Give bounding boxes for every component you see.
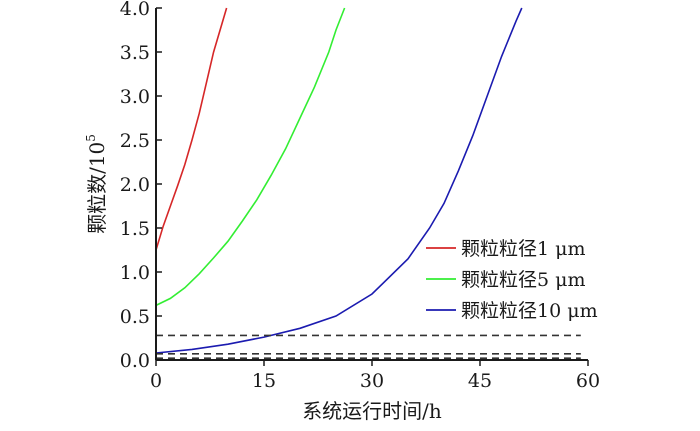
legend-label: 颗粒粒径5 μm bbox=[461, 269, 586, 291]
y-tick-label: 1.5 bbox=[120, 218, 150, 240]
y-axis-title-exponent: 5 bbox=[84, 134, 98, 142]
y-tick-label: 3.0 bbox=[120, 86, 150, 108]
series-line-1 bbox=[155, 7, 346, 307]
y-tick-label: 1.0 bbox=[120, 262, 150, 284]
legend: 颗粒粒径1 μm 颗粒粒径5 μm 颗粒粒径10 μm bbox=[426, 238, 598, 322]
series-line-0 bbox=[155, 7, 228, 251]
y-tick-label: 2.5 bbox=[120, 130, 150, 152]
y-axis-title: 颗粒数/105 bbox=[84, 134, 109, 234]
legend-label: 颗粒粒径10 μm bbox=[461, 300, 598, 322]
x-axis-title: 系统运行时间/h bbox=[302, 399, 442, 423]
x-tick-label: 45 bbox=[468, 370, 492, 392]
y-tick-label: 4.0 bbox=[120, 0, 150, 20]
y-tick-label: 0.0 bbox=[120, 350, 150, 372]
series-line-2 bbox=[155, 7, 523, 354]
x-tick-label: 15 bbox=[252, 370, 276, 392]
y-tick-label: 3.5 bbox=[120, 42, 150, 64]
y-tick-label: 2.0 bbox=[120, 174, 150, 196]
plot-layer bbox=[155, 7, 581, 359]
x-tick-label: 0 bbox=[150, 370, 162, 392]
legend-label: 颗粒粒径1 μm bbox=[461, 238, 586, 260]
y-axis-title-main: 颗粒数/10 bbox=[85, 142, 109, 234]
y-tick-label: 0.5 bbox=[120, 306, 150, 328]
x-tick-label: 60 bbox=[576, 370, 600, 392]
x-tick-label: 30 bbox=[360, 370, 384, 392]
tick-layer: 0 15 30 45 60 0.0 0.5 1.0 1.5 2.0 2.5 3.0 3.5 4.0 bbox=[120, 0, 600, 392]
